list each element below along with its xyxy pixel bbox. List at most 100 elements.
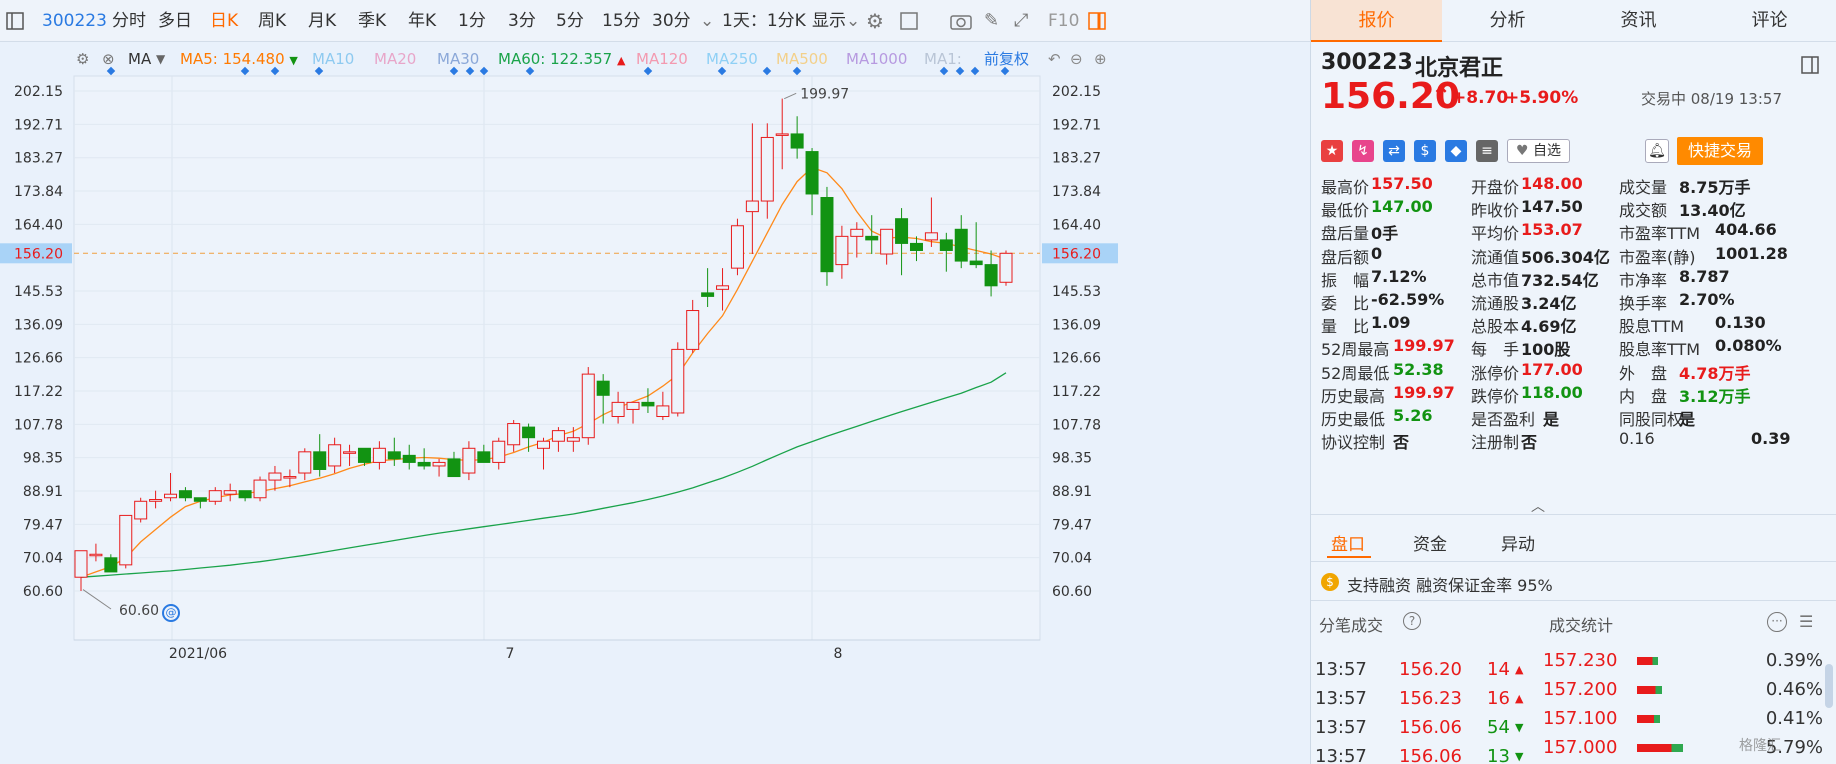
bell-icon[interactable]: 🔔︎ bbox=[1645, 139, 1669, 163]
candle-body bbox=[671, 348, 685, 414]
ma500-legend[interactable]: MA500 bbox=[776, 50, 828, 68]
tab-month-k[interactable]: 月K bbox=[308, 11, 337, 31]
display-menu[interactable]: 显示 bbox=[812, 11, 846, 31]
fuquan-button[interactable]: 前复权 bbox=[984, 50, 1030, 68]
stats-price: 157.100 bbox=[1543, 708, 1618, 729]
tab-pankou[interactable]: 盘口 bbox=[1331, 535, 1365, 555]
camera-icon[interactable] bbox=[950, 0, 972, 42]
quote-value: 是 bbox=[1679, 410, 1696, 429]
zoom-out-icon[interactable]: ⊖ bbox=[1070, 50, 1083, 68]
sidebar-collapse-icon[interactable] bbox=[1801, 56, 1819, 78]
tab-funds[interactable]: 资金 bbox=[1413, 535, 1447, 555]
stats-row: 157.230 0.39% bbox=[1539, 646, 1829, 676]
price-tag-left bbox=[0, 243, 72, 264]
tab-movement[interactable]: 异动 bbox=[1501, 535, 1535, 555]
more-icon[interactable]: ··· bbox=[1767, 612, 1787, 632]
quote-value: 7.12% bbox=[1371, 266, 1427, 286]
ma60-legend[interactable]: MA60: 122.357 ▲ bbox=[498, 42, 625, 76]
f10-button[interactable]: F10 bbox=[1048, 11, 1080, 31]
ma20-legend[interactable]: MA20 bbox=[374, 50, 417, 68]
pencil-icon[interactable]: ✎ bbox=[984, 10, 1000, 31]
shuffle-icon[interactable]: ⇄ bbox=[1383, 140, 1405, 162]
zoom-in-icon[interactable]: ⊕ bbox=[1094, 50, 1107, 68]
hot-icon[interactable]: ↯ bbox=[1352, 140, 1374, 162]
candle-body bbox=[149, 499, 163, 502]
ma-dropdown-icon[interactable]: ▼ bbox=[156, 52, 166, 66]
stats-bar bbox=[1637, 715, 1660, 723]
high-label: 199.97 bbox=[800, 87, 849, 103]
candle-body bbox=[566, 437, 580, 442]
tab-quarter-k[interactable]: 季K bbox=[358, 11, 387, 31]
ma30-legend[interactable]: MA30 bbox=[437, 50, 480, 68]
window-icon[interactable] bbox=[900, 0, 918, 42]
ma5-legend[interactable]: MA5: 154.480 ▼ bbox=[180, 42, 298, 76]
y-tick-label-right: 88.91 bbox=[1052, 484, 1092, 500]
fullscreen-icon[interactable]: ⤢ bbox=[1014, 10, 1029, 31]
tab-fenshi[interactable]: 分时 bbox=[112, 11, 146, 31]
quote-label: 平均价 bbox=[1471, 224, 1520, 244]
tab-30min[interactable]: 30分 bbox=[652, 11, 691, 31]
watchlist-button[interactable]: ♥ 自选 bbox=[1507, 139, 1571, 163]
chevron-down-icon[interactable]: ⌄ bbox=[700, 11, 715, 31]
candle-body bbox=[686, 310, 700, 350]
chart-panel: 300223 分时 多日 日K 周K 月K 季K 年K 1分 3分 5分 15分… bbox=[0, 0, 1310, 764]
tab-quote[interactable]: 报价 bbox=[1311, 0, 1442, 42]
quote-label: 总股本 bbox=[1471, 317, 1520, 337]
period-select[interactable]: 1天：1分K bbox=[722, 11, 806, 31]
list-icon[interactable]: ☰ bbox=[1799, 612, 1814, 631]
stats-price: 157.230 bbox=[1543, 650, 1618, 671]
tab-comments[interactable]: 评论 bbox=[1751, 10, 1788, 31]
tab-15min[interactable]: 15分 bbox=[602, 11, 641, 31]
quote-value: 157.50 bbox=[1371, 174, 1433, 193]
gear-icon[interactable]: ⚙ bbox=[866, 9, 884, 33]
kline-chart[interactable]: 202.15 202.15 192.71 192.71 183.27 183.27 173.… bbox=[0, 0, 1310, 764]
candle-body bbox=[984, 264, 998, 287]
tab-analysis[interactable]: 分析 bbox=[1489, 10, 1526, 31]
watermark-text: 格隆汇 bbox=[1739, 738, 1781, 754]
scrollbar[interactable] bbox=[1825, 664, 1833, 708]
ma1000-legend[interactable]: MA1000 bbox=[846, 50, 908, 68]
tab-3min[interactable]: 3分 bbox=[508, 11, 536, 31]
tab-news[interactable]: 资讯 bbox=[1620, 10, 1657, 31]
tag-icon[interactable]: ◆ bbox=[1445, 140, 1467, 162]
down-triangle-icon: ▼ bbox=[1515, 750, 1524, 763]
tab-multi-day[interactable]: 多日 bbox=[158, 11, 192, 31]
ma10-legend[interactable]: MA10 bbox=[312, 50, 355, 68]
tab-5min[interactable]: 5分 bbox=[556, 11, 584, 31]
candle-body bbox=[164, 493, 178, 499]
ma120-legend[interactable]: MA120 bbox=[636, 50, 688, 68]
ma1-legend[interactable]: MA1: bbox=[924, 50, 962, 68]
ma-select[interactable]: MA bbox=[128, 50, 152, 68]
tab-1min[interactable]: 1分 bbox=[458, 11, 486, 31]
close-icon[interactable]: ⊗ bbox=[102, 50, 115, 68]
settings-icon[interactable]: ⚙ bbox=[76, 50, 90, 68]
quote-panel: 报价 分析 资讯 评论 300223 北京君正 156.20 ↑ +8.70 +… bbox=[1310, 0, 1836, 764]
stock-code[interactable]: 300223 bbox=[42, 11, 107, 31]
tab-year-k[interactable]: 年K bbox=[408, 11, 437, 31]
event-marker bbox=[449, 66, 459, 76]
chart-marker-icon[interactable]: @ bbox=[162, 604, 180, 622]
tab-day-k[interactable]: 日K bbox=[210, 11, 239, 31]
help-icon[interactable]: ? bbox=[1403, 612, 1421, 630]
quote-label: 52周最低 bbox=[1321, 363, 1390, 383]
y-tick-label-left: 156.20 bbox=[14, 246, 63, 262]
doc-icon[interactable]: ≡ bbox=[1476, 140, 1498, 162]
quote-value: 8.787 bbox=[1679, 266, 1730, 286]
collapse-up-icon[interactable]: ︿ bbox=[1531, 499, 1545, 515]
tab-week-k[interactable]: 周K bbox=[258, 11, 287, 31]
down-triangle-icon: ▼ bbox=[1515, 721, 1524, 734]
china-flag-icon[interactable]: ★ bbox=[1321, 140, 1343, 162]
candle-body bbox=[730, 225, 744, 269]
sidebar-toggle-icon[interactable] bbox=[6, 0, 26, 42]
fast-trade-button[interactable]: 快捷交易 bbox=[1677, 137, 1763, 165]
chevron-down-icon[interactable]: ⌄ bbox=[846, 11, 861, 31]
candle-body bbox=[417, 461, 431, 467]
panel-toggle-icon[interactable] bbox=[1088, 0, 1106, 42]
undo-icon[interactable]: ↶ bbox=[1048, 50, 1061, 68]
dollar-icon[interactable]: $ bbox=[1414, 140, 1436, 162]
ma250-legend[interactable]: MA250 bbox=[706, 50, 758, 68]
quote-label: 总市值 bbox=[1471, 270, 1520, 290]
trade-price: 156.06 bbox=[1399, 746, 1462, 764]
candle-body bbox=[820, 196, 834, 273]
event-marker bbox=[792, 66, 802, 76]
